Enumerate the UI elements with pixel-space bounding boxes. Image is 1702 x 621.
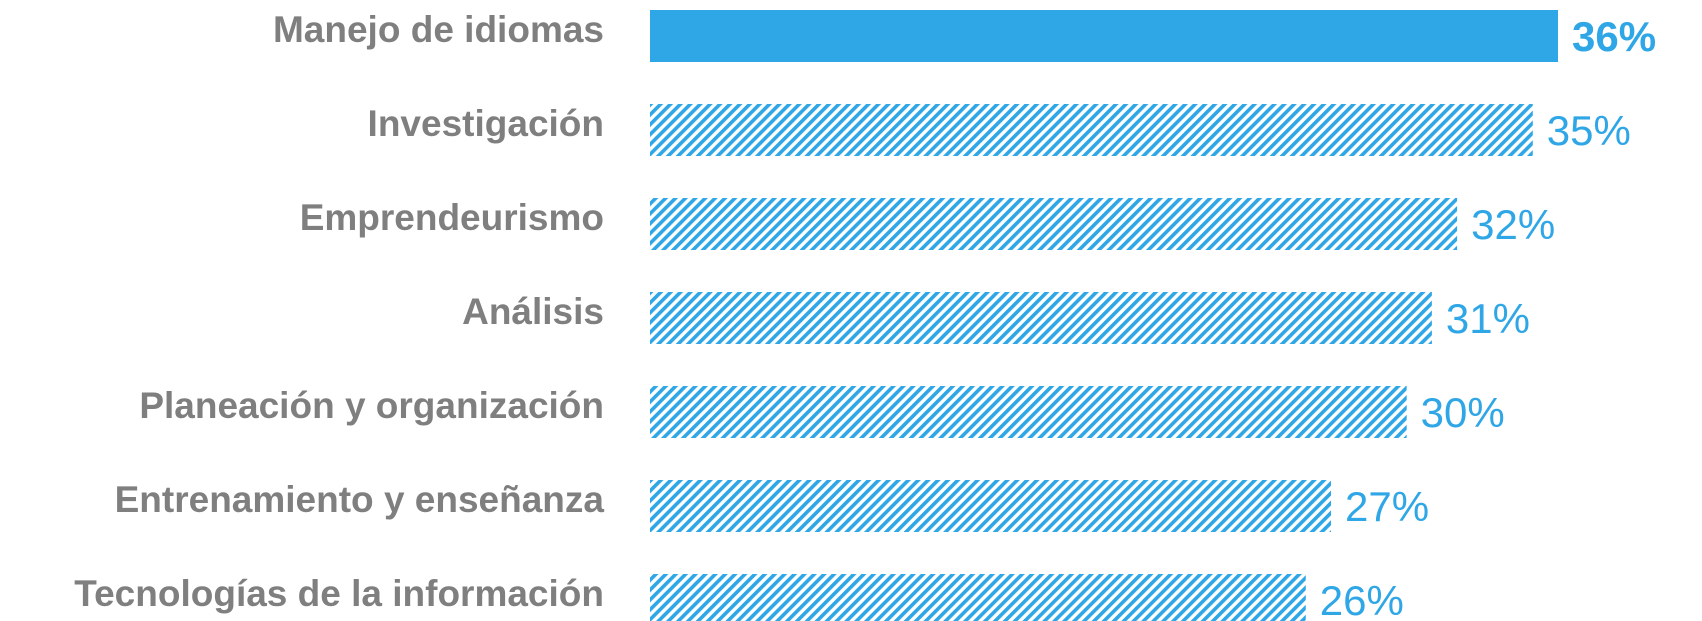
category-label: Análisis [462,291,604,332]
bar [650,198,1458,250]
bar [650,386,1407,438]
value-label: 36% [1572,13,1656,60]
bar [650,292,1432,344]
bar [650,10,1558,62]
bar [650,574,1306,621]
category-label: Planeación y organización [139,385,604,426]
category-label: Entrenamiento y enseñanza [115,479,605,520]
value-label: 31% [1446,295,1530,342]
value-label: 26% [1320,577,1404,621]
category-label: Tecnologías de la información [74,573,604,614]
value-label: 27% [1345,483,1429,530]
bar [650,480,1331,532]
bar [650,104,1533,156]
value-label: 32% [1471,201,1555,248]
value-label: 30% [1421,389,1505,436]
category-label: Investigación [368,103,604,144]
value-label: 35% [1547,107,1631,154]
category-label: Manejo de idiomas [273,9,604,50]
category-label: Emprendeurismo [300,197,604,238]
